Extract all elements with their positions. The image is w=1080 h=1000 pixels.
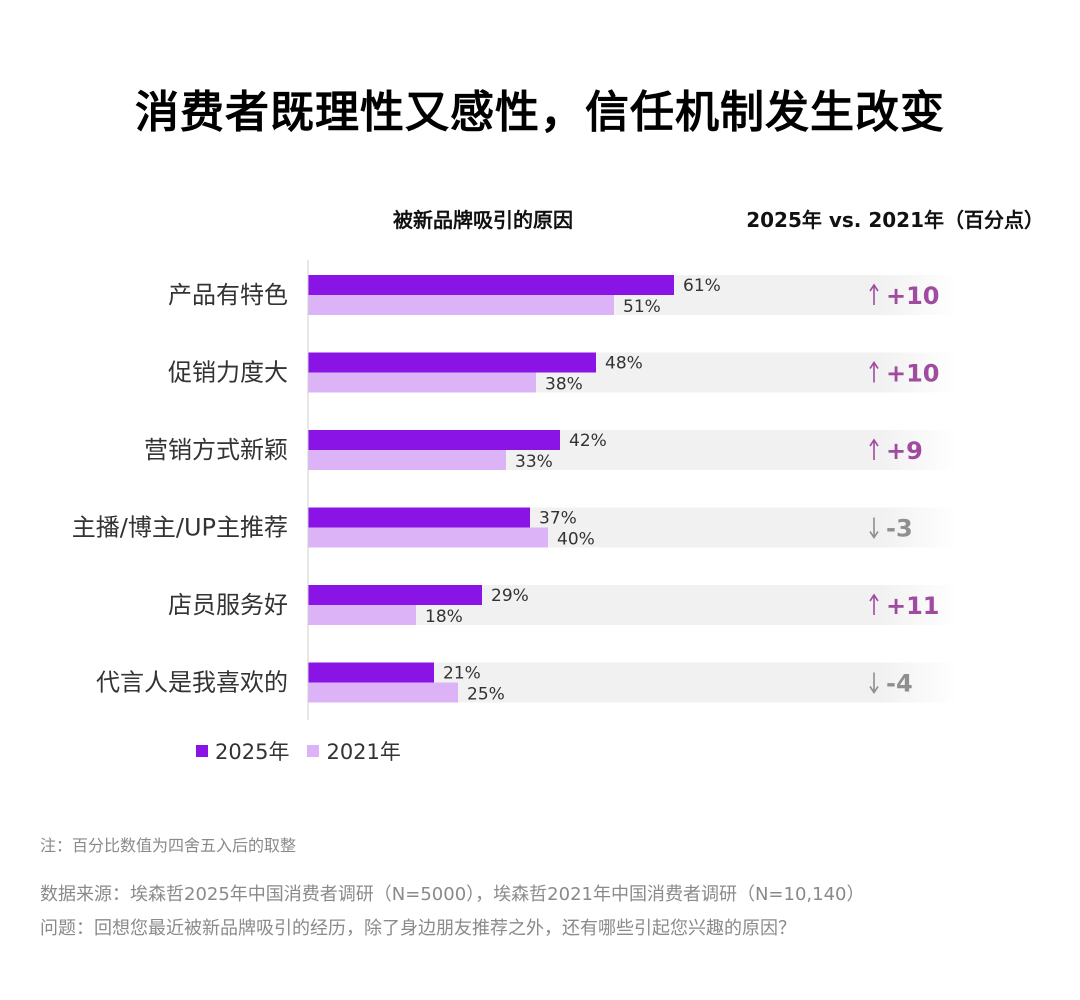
bar-2025: [308, 275, 674, 295]
bar-2021: [308, 682, 458, 703]
bar-2025: [308, 430, 560, 450]
bar-2025: [308, 507, 530, 528]
value-label-2021: 40%: [557, 530, 595, 550]
value-label-2021: 18%: [425, 607, 463, 627]
bar-chart: 产品有特色 61% 51% +10 促销力度大 48% 38% +10 营销方式新颖 42% 33%…: [72, 260, 958, 720]
arrow-down-icon: [869, 531, 879, 539]
value-label-2021: 51%: [623, 297, 661, 317]
arrow-up-icon: [869, 283, 879, 292]
column-header-change: 2025年 vs. 2021年（百分点）: [746, 208, 1044, 232]
value-label-2021: 25%: [467, 685, 505, 705]
data-source: 数据来源：埃森哲2025年中国消费者调研（N=5000），埃森哲2021年中国消…: [40, 884, 865, 905]
bar-2025: [308, 352, 596, 373]
value-label-2025: 21%: [443, 664, 481, 684]
change-label: +10: [886, 360, 940, 388]
bar-2021: [308, 295, 614, 315]
category-label: 代言人是我喜欢的: [96, 669, 288, 697]
category-label: 主播/博主/UP主推荐: [72, 514, 288, 542]
change-label: -4: [886, 670, 913, 698]
legend-item-2025: 2025年: [196, 736, 289, 766]
arrow-up-icon: [869, 438, 879, 447]
bar-2021: [308, 527, 548, 548]
chart-title: 消费者既理性又感性，信任机制发生改变: [135, 87, 945, 138]
survey-question: 问题：回想您最近被新品牌吸引的经历，除了身边朋友推荐之外，还有哪些引起您兴趣的原…: [40, 918, 796, 939]
change-label: +11: [886, 592, 940, 620]
value-label-2021: 33%: [515, 452, 553, 472]
bar-2025: [308, 585, 482, 605]
chart-legend: 2025年 2021年: [196, 736, 419, 766]
arrow-down-icon: [869, 686, 879, 694]
change-label: -3: [886, 515, 913, 543]
column-header-reasons: 被新品牌吸引的原因: [393, 208, 573, 232]
value-label-2025: 61%: [683, 276, 721, 296]
category-label: 促销力度大: [168, 359, 288, 387]
arrow-up-icon: [869, 361, 879, 369]
value-label-2025: 42%: [569, 431, 607, 451]
category-label: 营销方式新颖: [144, 436, 288, 464]
bar-2025: [308, 662, 434, 683]
value-label-2021: 38%: [545, 375, 583, 395]
change-label: +10: [886, 282, 940, 310]
rounding-note: 注：百分比数值为四舍五入后的取整: [40, 836, 297, 855]
bar-2021: [308, 605, 416, 625]
legend-label-2021: 2021年: [326, 740, 401, 764]
legend-swatch-2021: [307, 745, 320, 757]
change-label: +9: [886, 437, 923, 465]
category-label: 产品有特色: [168, 281, 288, 309]
legend-swatch-2025: [196, 745, 208, 757]
legend-label-2025: 2025年: [215, 740, 290, 764]
value-label-2025: 37%: [539, 509, 577, 529]
category-label: 店员服务好: [168, 591, 288, 619]
legend-item-2021: 2021年: [307, 736, 401, 766]
bar-2021: [308, 372, 536, 393]
bar-2021: [308, 450, 506, 470]
value-label-2025: 48%: [605, 354, 643, 374]
arrow-up-icon: [869, 593, 879, 602]
value-label-2025: 29%: [491, 586, 529, 606]
